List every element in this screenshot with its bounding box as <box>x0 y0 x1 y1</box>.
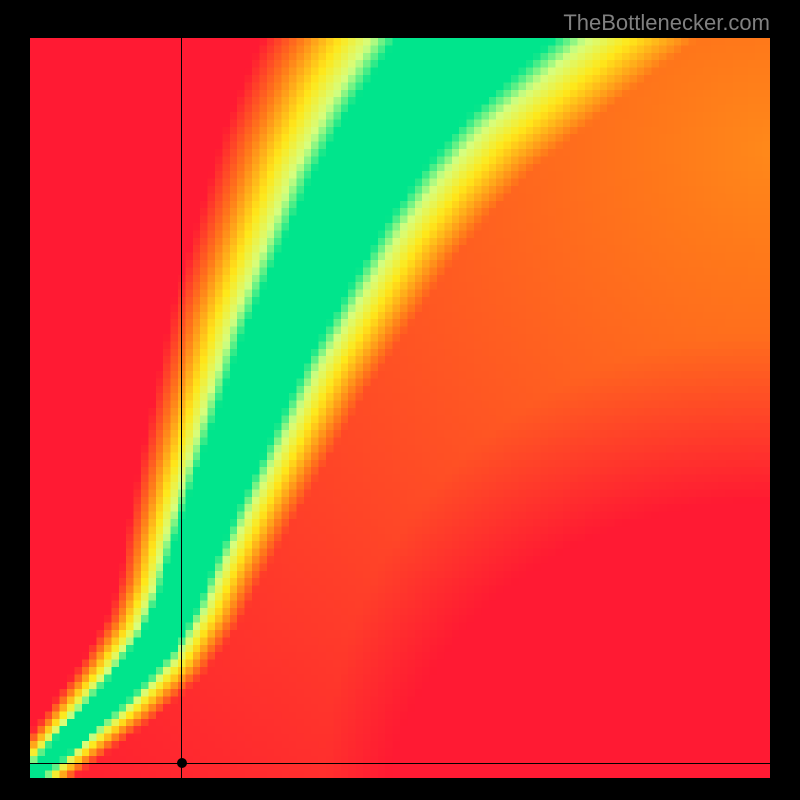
heatmap-plot <box>30 38 770 778</box>
crosshair-marker <box>177 758 187 768</box>
watermark-text: TheBottlenecker.com <box>563 10 770 36</box>
heatmap-canvas <box>30 38 770 778</box>
crosshair-vertical <box>181 38 182 778</box>
chart-container: TheBottlenecker.com <box>0 0 800 800</box>
crosshair-horizontal <box>30 763 770 764</box>
